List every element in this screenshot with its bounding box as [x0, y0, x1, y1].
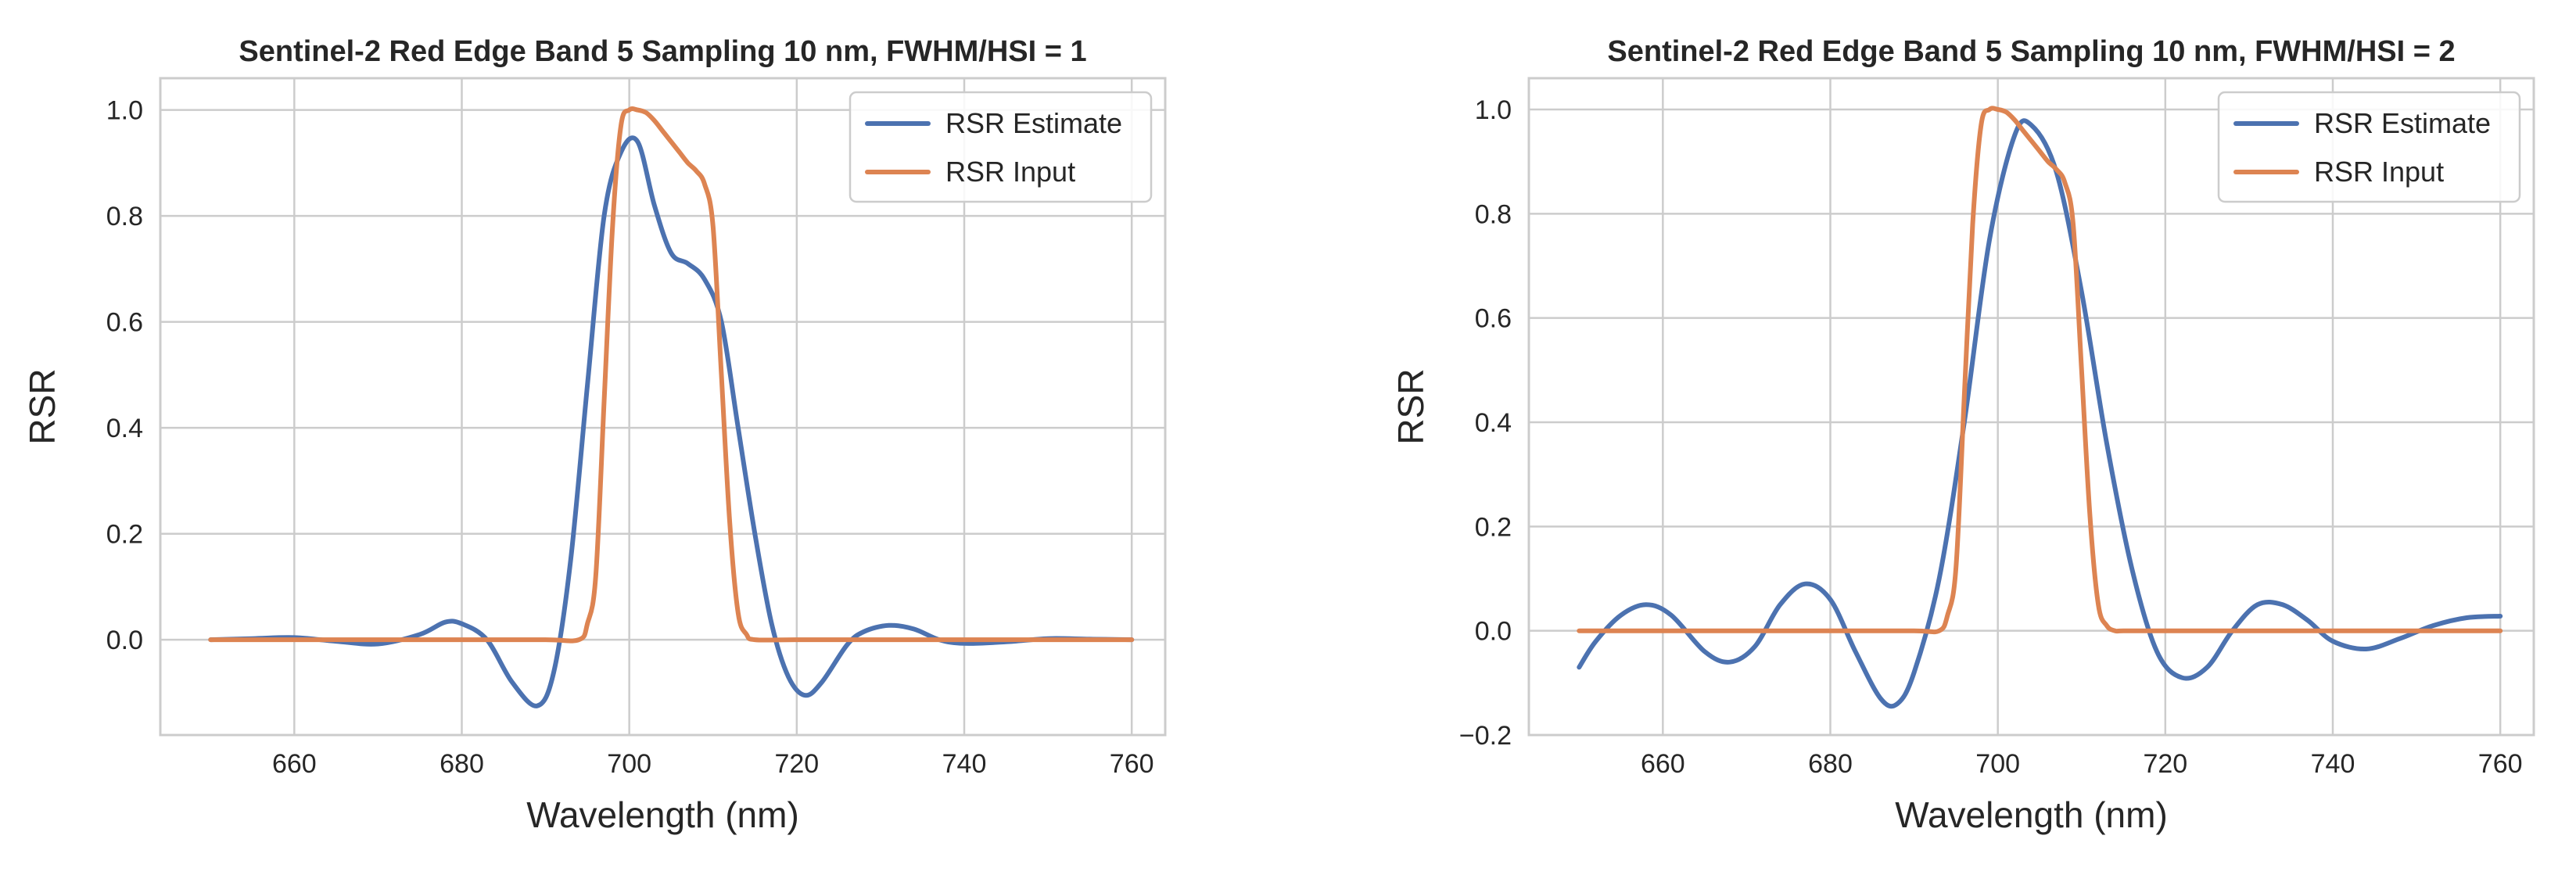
x-tick-label: 660 [1641, 749, 1685, 779]
y-tick-label: 0.4 [106, 414, 143, 443]
legend-entry: RSR Input [945, 156, 1075, 188]
x-tick-label: 700 [607, 749, 651, 779]
y-tick-label: 1.0 [106, 96, 143, 126]
x-tick-label: 680 [439, 749, 484, 779]
chart-title: Sentinel-2 Red Edge Band 5 Sampling 10 n… [239, 35, 1086, 68]
x-tick-label: 740 [2311, 749, 2355, 779]
plot-frame [159, 77, 1167, 737]
legend: RSR Estimate RSR Input [849, 91, 1153, 203]
y-tick-label: 0.0 [1475, 617, 1512, 647]
y-tick-label: 0.2 [106, 520, 143, 550]
legend-entry: RSR Estimate [945, 107, 1122, 139]
y-tick-label: 0.6 [1475, 304, 1512, 334]
y-axis-label: RSR [22, 368, 63, 444]
y-tick-label: 0.6 [106, 308, 143, 338]
chart-title: Sentinel-2 Red Edge Band 5 Sampling 10 n… [1607, 35, 2455, 68]
x-tick-label: 760 [1110, 749, 1154, 779]
y-tick-label: −0.2 [1459, 721, 1512, 751]
x-axis-label: Wavelength (nm) [526, 794, 799, 835]
y-tick-label: 0.8 [1475, 199, 1512, 229]
plot-area [1577, 106, 2503, 709]
series-line-rsr-estimate [208, 135, 1135, 708]
y-tick-label: 0.0 [106, 626, 143, 655]
series-line-rsr-estimate [1577, 118, 2503, 709]
y-tick-label: 0.2 [1475, 512, 1512, 542]
x-tick-label: 700 [1975, 749, 2020, 779]
legend-entry: RSR Estimate [2314, 107, 2491, 139]
legend: RSR Estimate RSR Input [2217, 91, 2521, 203]
x-tick-label: 680 [1808, 749, 1853, 779]
chart-left: 660 680 700 720 740 760 0.0 0.2 0.4 0.6 0.8 1.0 Wave… [22, 35, 1167, 835]
chart-right: 660 680 700 720 740 760 −0.2 0.0 0.2 0.4 0.6 0.8 1.0… [1390, 35, 2535, 835]
y-tick-label: 0.4 [1475, 408, 1512, 438]
series-line-rsr-input [1577, 106, 2503, 635]
y-axis-label: RSR [1390, 368, 1431, 444]
x-tick-label: 720 [2143, 749, 2187, 779]
series-line-rsr-input [208, 106, 1135, 644]
y-tick-label: 0.8 [106, 202, 143, 231]
x-tick-label: 760 [2478, 749, 2523, 779]
plot-frame [1527, 77, 2535, 737]
y-tick-label: 1.0 [1475, 95, 1512, 125]
x-axis-label: Wavelength (nm) [1895, 794, 2168, 835]
legend-entry: RSR Input [2314, 156, 2444, 188]
plot-area [208, 106, 1135, 708]
x-tick-label: 720 [774, 749, 819, 779]
x-tick-label: 740 [942, 749, 987, 779]
x-tick-label: 660 [272, 749, 317, 779]
